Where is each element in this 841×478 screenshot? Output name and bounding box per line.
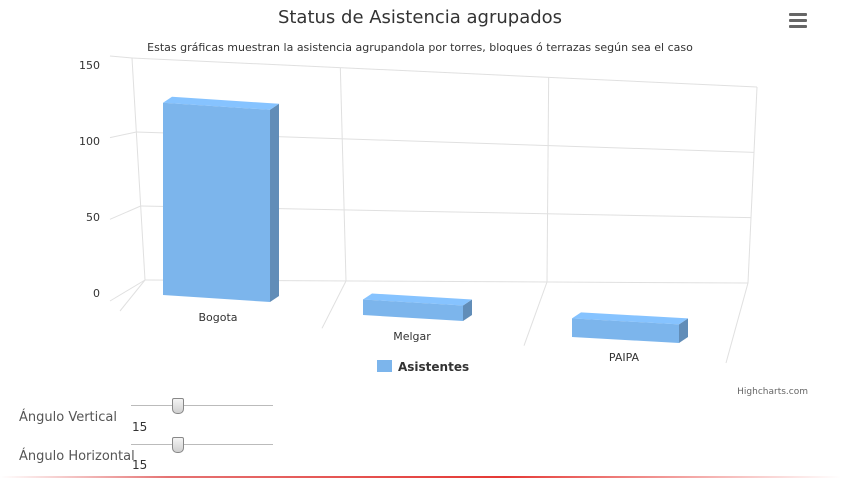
chart-title: Status de Asistencia agrupados <box>278 7 562 28</box>
bottom-accent-bar <box>0 476 841 478</box>
x-tick-label: PAIPA <box>609 351 640 364</box>
vertical-angle-slider[interactable] <box>131 398 273 414</box>
horizontal-angle-slider[interactable] <box>131 437 273 453</box>
y-tick-label: 0 <box>93 287 100 300</box>
bar[interactable] <box>572 312 688 343</box>
chart-subtitle: Estas gráficas muestran la asistencia ag… <box>147 41 693 54</box>
x-tick-label: Melgar <box>393 330 431 343</box>
y-tick-label: 150 <box>79 59 100 72</box>
credits-link[interactable]: Highcharts.com <box>737 387 808 397</box>
y-tick-label: 50 <box>86 211 100 224</box>
y-tick-label: 100 <box>79 135 100 148</box>
x-tick-label: Bogota <box>198 311 237 324</box>
horizontal-slider-thumb[interactable] <box>172 437 185 453</box>
horizontal-angle-value: 15 <box>132 458 148 472</box>
bar[interactable] <box>363 293 472 322</box>
hamburger-menu-icon[interactable] <box>786 10 810 32</box>
vertical-slider-thumb[interactable] <box>172 398 185 414</box>
bars <box>163 96 688 343</box>
bar[interactable] <box>163 96 279 302</box>
horizontal-angle-label: Ángulo Horizontal <box>19 449 135 464</box>
vertical-angle-value: 15 <box>132 420 148 434</box>
legend-item[interactable]: Asistentes <box>377 360 469 374</box>
y-axis: 0 50 100 150 <box>79 59 100 300</box>
vertical-angle-label: Ángulo Vertical <box>19 410 117 425</box>
legend-label: Asistentes <box>398 360 469 374</box>
legend-swatch <box>377 360 392 372</box>
x-axis: Bogota Melgar PAIPA <box>198 311 639 364</box>
